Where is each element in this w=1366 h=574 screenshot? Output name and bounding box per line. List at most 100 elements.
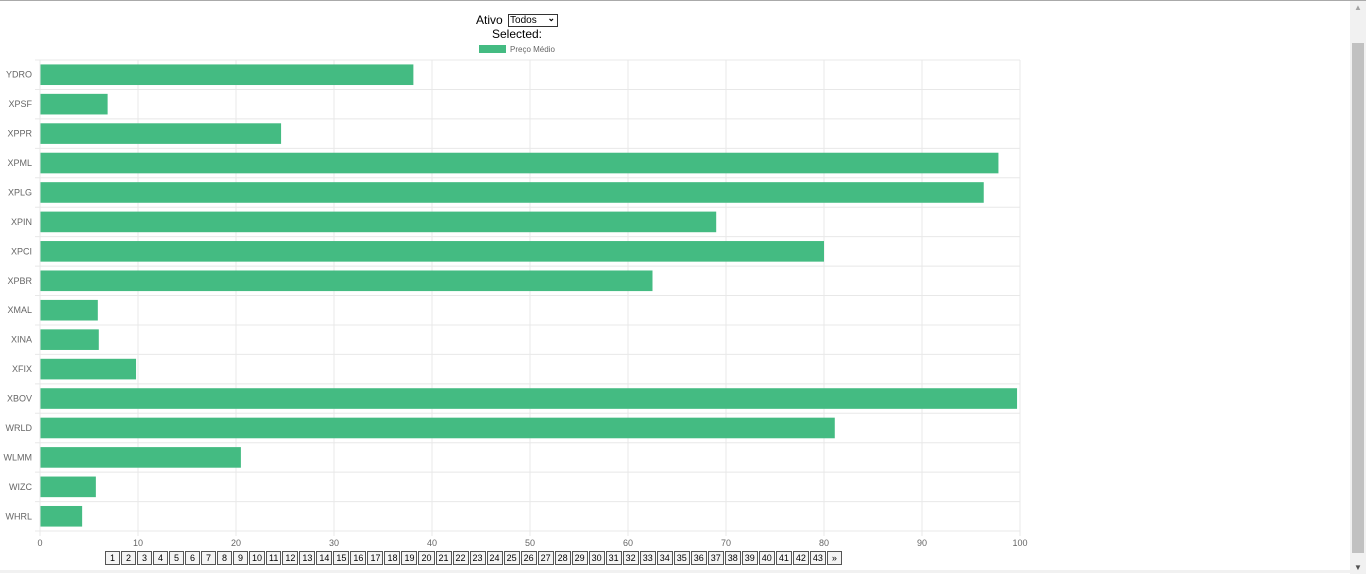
page-button[interactable]: 9 — [233, 551, 248, 565]
y-tick-label: XPSF — [8, 99, 32, 109]
y-tick-label: WHRL — [6, 511, 33, 521]
bar — [40, 270, 653, 292]
page-button[interactable]: 30 — [588, 551, 605, 565]
y-tick-label: XPLG — [8, 187, 32, 197]
chart-legend: Preço Médio — [479, 45, 555, 54]
bar — [40, 388, 1018, 409]
page-button[interactable]: 29 — [571, 551, 588, 565]
x-tick-label: 30 — [329, 538, 339, 548]
page-button[interactable]: 24 — [486, 551, 503, 565]
page-button[interactable]: 17 — [367, 551, 384, 565]
page-button[interactable]: 31 — [605, 551, 622, 565]
page-button[interactable]: 2 — [121, 551, 136, 565]
page-button[interactable]: 42 — [792, 551, 809, 565]
y-tick-label: XINA — [11, 335, 32, 345]
bar — [40, 447, 241, 468]
page-button[interactable]: 41 — [775, 551, 792, 565]
page-button[interactable]: 1 — [105, 551, 120, 565]
y-tick-label: XBOV — [7, 394, 32, 404]
page-button[interactable]: 8 — [217, 551, 232, 565]
page-button[interactable]: 21 — [435, 551, 452, 565]
x-tick-label: 10 — [133, 538, 143, 548]
page-button[interactable]: 22 — [452, 551, 469, 565]
page-button[interactable]: 20 — [418, 551, 435, 565]
page-button[interactable]: 16 — [350, 551, 367, 565]
bar — [40, 152, 999, 174]
bar — [40, 505, 83, 527]
page-button[interactable]: 19 — [401, 551, 418, 565]
page-button[interactable]: 6 — [185, 551, 200, 565]
page-button[interactable]: 10 — [249, 551, 266, 565]
legend-label: Preço Médio — [510, 45, 555, 54]
next-page-button[interactable]: » — [826, 551, 842, 565]
page-button[interactable]: 37 — [707, 551, 724, 565]
bar — [40, 241, 824, 262]
page-button[interactable]: 12 — [282, 551, 299, 565]
x-axis-labels: 0 10 20 30 40 50 60 70 80 90 100 — [37, 538, 1027, 548]
page-button[interactable]: 23 — [469, 551, 486, 565]
page-button[interactable]: 32 — [622, 551, 639, 565]
page-button[interactable]: 39 — [741, 551, 758, 565]
scroll-down-icon[interactable]: ▼ — [1354, 563, 1362, 572]
y-axis-labels: YDRO XPSF XPPR XPML XPLG XPIN XPCI XPBR XMAL XINA… — [4, 70, 33, 522]
y-tick-label: WIZC — [9, 482, 32, 492]
page-button[interactable]: 33 — [639, 551, 656, 565]
x-tick-label: 90 — [917, 538, 927, 548]
x-tick-label: 100 — [1012, 538, 1027, 548]
page-button[interactable]: 3 — [137, 551, 152, 565]
horizontal-scrollbar[interactable] — [0, 570, 1350, 573]
chart-bars — [40, 64, 1018, 527]
page-button[interactable]: 36 — [690, 551, 707, 565]
page-button[interactable]: 14 — [316, 551, 333, 565]
y-tick-label: YDRO — [6, 70, 32, 80]
page-button[interactable]: 15 — [333, 551, 350, 565]
asset-select[interactable]: Todos — [508, 14, 559, 28]
bar — [40, 476, 96, 498]
asset-filter: Ativo Todos ⌄ Selected: — [0, 13, 1034, 41]
x-tick-label: 50 — [525, 538, 535, 548]
scroll-up-icon[interactable]: ▲ — [1354, 3, 1362, 12]
y-tick-label: XPML — [7, 158, 32, 168]
x-tick-label: 0 — [37, 538, 42, 548]
y-tick-label: XPPR — [7, 129, 32, 139]
y-tick-label: XPIN — [11, 217, 32, 227]
bar — [40, 123, 282, 144]
y-tick-label: WLMM — [4, 452, 33, 462]
y-tick-label: XMAL — [7, 305, 32, 315]
scroll-thumb[interactable] — [1352, 43, 1364, 553]
x-tick-label: 80 — [819, 538, 829, 548]
y-tick-label: XPCI — [11, 246, 32, 256]
page-button[interactable]: 35 — [673, 551, 690, 565]
bar — [40, 211, 717, 233]
page-button[interactable]: 27 — [537, 551, 554, 565]
page-button[interactable]: 11 — [266, 551, 282, 565]
pagination: 1 2 3 4 5 6 7 8 9 10 11 12 13 14 15 16 17 18 19 20 21 22 23 24 2… — [105, 551, 843, 565]
bar — [40, 358, 137, 380]
x-tick-label: 60 — [623, 538, 633, 548]
page-button[interactable]: 26 — [520, 551, 537, 565]
page-button[interactable]: 38 — [724, 551, 741, 565]
bar — [40, 93, 108, 115]
bar — [40, 182, 984, 203]
page-button[interactable]: 43 — [809, 551, 826, 565]
page-button[interactable]: 34 — [656, 551, 673, 565]
page-button[interactable]: 4 — [153, 551, 168, 565]
bar — [40, 329, 99, 350]
vertical-scrollbar[interactable]: ▲ ▼ — [1350, 1, 1366, 574]
selected-text: Selected: — [491, 27, 543, 42]
bar — [40, 299, 98, 321]
page-button[interactable]: 5 — [169, 551, 184, 565]
x-tick-label: 40 — [427, 538, 437, 548]
bar-chart: Preço Médio YDRO XPSF XPPR XPML XPLG XPIN XPCI… — [4, 45, 1028, 548]
page-button[interactable]: 25 — [503, 551, 520, 565]
page-button[interactable]: 7 — [201, 551, 216, 565]
bar — [40, 417, 835, 439]
page-button[interactable]: 28 — [554, 551, 571, 565]
filter-label: Ativo — [475, 13, 503, 27]
page-button[interactable]: 18 — [384, 551, 401, 565]
y-tick-label: XPBR — [7, 276, 32, 286]
x-tick-label: 70 — [721, 538, 731, 548]
page-button[interactable]: 13 — [299, 551, 316, 565]
page-button[interactable]: 40 — [758, 551, 775, 565]
bar — [40, 64, 414, 86]
